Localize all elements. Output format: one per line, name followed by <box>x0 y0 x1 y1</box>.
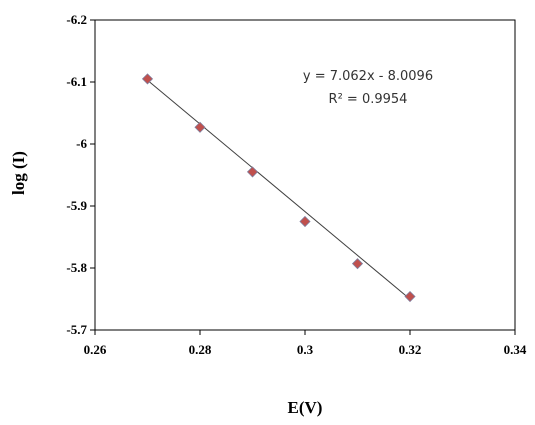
y-axis-ticks: -6.2 -6.1 -6 -5.9 -5.8 -5.7 <box>66 12 95 337</box>
x-axis-ticks: 0.26 0.28 0.3 0.32 0.34 <box>84 330 527 357</box>
x-tick-label: 0.34 <box>504 342 527 357</box>
x-tick-label: 0.26 <box>84 342 107 357</box>
trendline <box>147 79 411 300</box>
y-tick-label: -6.2 <box>66 12 87 27</box>
y-axis-title: log (I) <box>9 151 28 195</box>
y-tick-label: -6 <box>76 136 87 151</box>
data-point <box>299 215 311 228</box>
data-point <box>246 166 259 178</box>
x-tick-label: 0.32 <box>399 342 422 357</box>
x-tick-label: 0.3 <box>297 342 314 357</box>
x-axis-title: E(V) <box>288 398 323 417</box>
data-point <box>404 290 416 303</box>
y-tick-label: -5.8 <box>66 260 87 275</box>
r-squared-label: R² = 0.9954 <box>329 92 408 107</box>
trendline-equation: y = 7.062x - 8.0096 <box>303 69 433 84</box>
data-points <box>141 73 416 303</box>
data-point <box>351 258 364 270</box>
data-point <box>194 121 206 133</box>
y-tick-label: -5.7 <box>66 322 87 337</box>
x-tick-label: 0.28 <box>189 342 212 357</box>
y-tick-label: -6.1 <box>66 74 87 89</box>
data-point <box>141 73 154 85</box>
plot-area <box>94 19 516 331</box>
y-tick-label: -5.9 <box>66 198 87 213</box>
